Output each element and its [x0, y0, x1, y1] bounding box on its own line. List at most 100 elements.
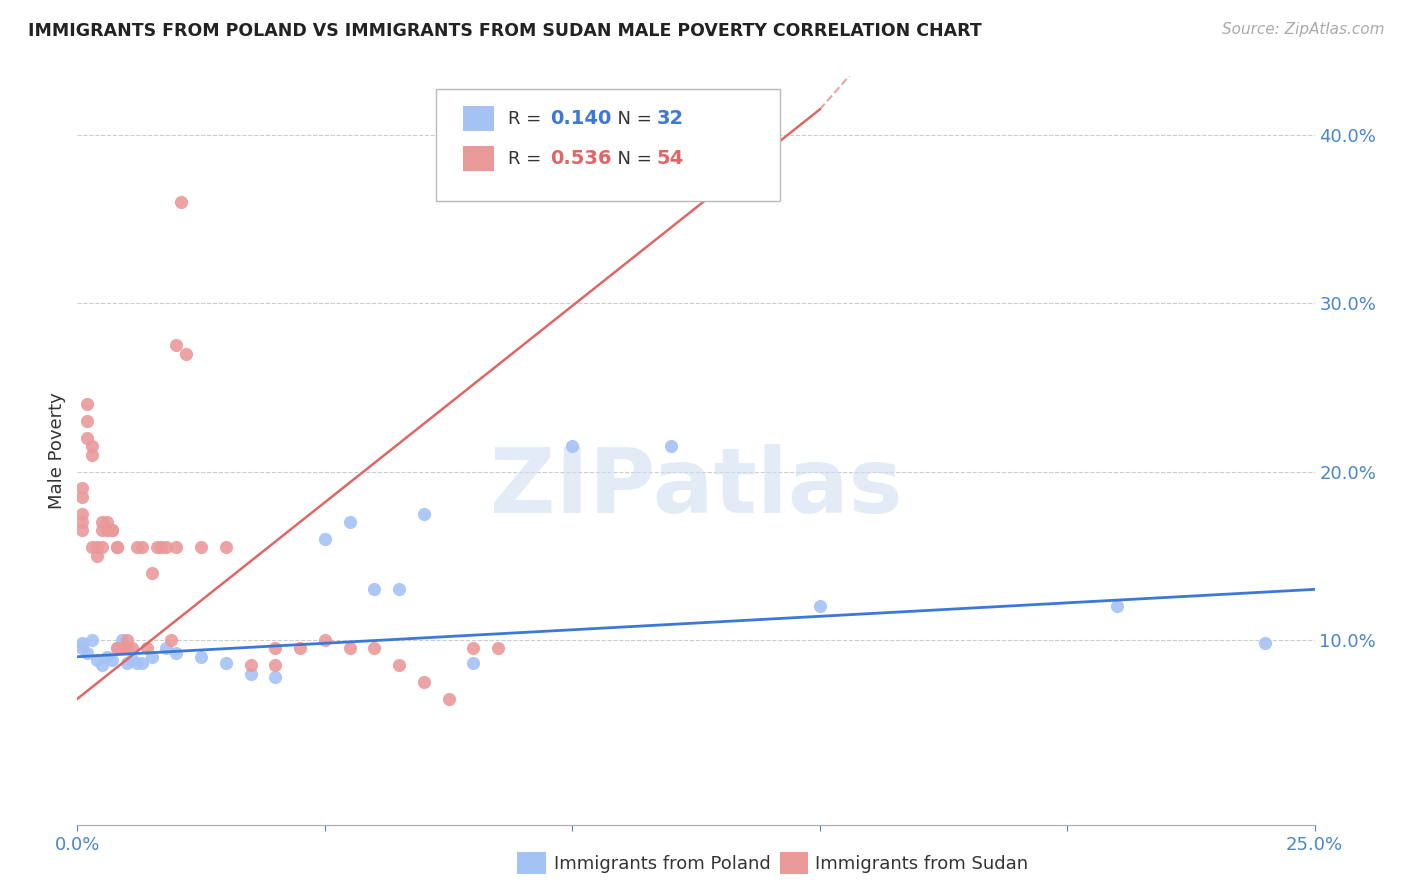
Point — [264, 641, 287, 656]
Point — [264, 670, 287, 684]
Point — [160, 632, 183, 647]
Point — [437, 691, 460, 706]
Point — [561, 439, 583, 453]
Text: Source: ZipAtlas.com: Source: ZipAtlas.com — [1222, 22, 1385, 37]
Point — [76, 431, 98, 445]
Point — [72, 524, 94, 538]
Point — [101, 524, 124, 538]
Point — [131, 541, 153, 555]
Point — [339, 641, 361, 656]
Point — [170, 195, 193, 210]
Point — [96, 649, 118, 664]
Point — [363, 582, 385, 597]
Point — [72, 636, 94, 650]
Text: 54: 54 — [657, 149, 683, 169]
Point — [141, 566, 163, 580]
Point — [174, 346, 197, 360]
Text: N =: N = — [606, 110, 658, 128]
Point — [239, 666, 262, 681]
Point — [1254, 636, 1277, 650]
Point — [105, 541, 128, 555]
Point — [125, 657, 148, 671]
Point — [76, 414, 98, 428]
Point — [72, 507, 94, 521]
Point — [463, 641, 485, 656]
Point — [141, 649, 163, 664]
Point — [76, 397, 98, 411]
Point — [314, 632, 336, 647]
Point — [239, 658, 262, 673]
Text: Immigrants from Sudan: Immigrants from Sudan — [815, 855, 1029, 873]
Point — [115, 641, 138, 656]
Point — [72, 481, 94, 495]
Text: IMMIGRANTS FROM POLAND VS IMMIGRANTS FROM SUDAN MALE POVERTY CORRELATION CHART: IMMIGRANTS FROM POLAND VS IMMIGRANTS FRO… — [28, 22, 981, 40]
Point — [339, 515, 361, 529]
Point — [76, 646, 98, 660]
Point — [96, 515, 118, 529]
Point — [86, 541, 108, 555]
Point — [215, 541, 238, 555]
Point — [125, 541, 148, 555]
Point — [101, 653, 124, 667]
Point — [111, 641, 134, 656]
Point — [1105, 599, 1128, 614]
Point — [115, 657, 138, 671]
Text: 0.536: 0.536 — [550, 149, 612, 169]
Text: R =: R = — [508, 150, 547, 168]
Point — [86, 549, 108, 563]
Point — [190, 649, 212, 664]
Point — [165, 646, 187, 660]
Text: N =: N = — [606, 150, 658, 168]
Point — [215, 657, 238, 671]
Point — [105, 641, 128, 656]
Point — [82, 439, 104, 453]
Point — [463, 657, 485, 671]
Point — [131, 657, 153, 671]
Point — [165, 338, 187, 352]
Point — [165, 541, 187, 555]
Point — [72, 641, 94, 656]
Text: ZIPatlas: ZIPatlas — [489, 444, 903, 532]
Point — [135, 641, 157, 656]
Point — [121, 641, 143, 656]
Point — [412, 507, 434, 521]
Point — [145, 541, 167, 555]
Point — [264, 658, 287, 673]
Point — [91, 541, 114, 555]
Point — [363, 641, 385, 656]
Point — [82, 632, 104, 647]
Point — [105, 641, 128, 656]
Point — [412, 675, 434, 690]
Point — [101, 524, 124, 538]
Point — [388, 658, 411, 673]
Point — [111, 641, 134, 656]
Point — [72, 515, 94, 529]
Point — [121, 653, 143, 667]
Point — [86, 653, 108, 667]
Point — [155, 641, 177, 656]
Point — [91, 515, 114, 529]
Point — [150, 541, 173, 555]
Text: 0.140: 0.140 — [550, 109, 612, 128]
Point — [72, 490, 94, 504]
Point — [288, 641, 311, 656]
Point — [190, 541, 212, 555]
Point — [91, 524, 114, 538]
Point — [91, 658, 114, 673]
Point — [115, 632, 138, 647]
Text: R =: R = — [508, 110, 547, 128]
Point — [659, 439, 682, 453]
Point — [105, 541, 128, 555]
Point — [388, 582, 411, 597]
Point — [155, 541, 177, 555]
Point — [96, 524, 118, 538]
Y-axis label: Male Poverty: Male Poverty — [48, 392, 66, 508]
Point — [111, 632, 134, 647]
Text: 32: 32 — [657, 109, 683, 128]
Point — [82, 448, 104, 462]
Text: Immigrants from Poland: Immigrants from Poland — [554, 855, 770, 873]
Point — [314, 532, 336, 546]
Point — [808, 599, 831, 614]
Point — [82, 541, 104, 555]
Point — [486, 641, 509, 656]
